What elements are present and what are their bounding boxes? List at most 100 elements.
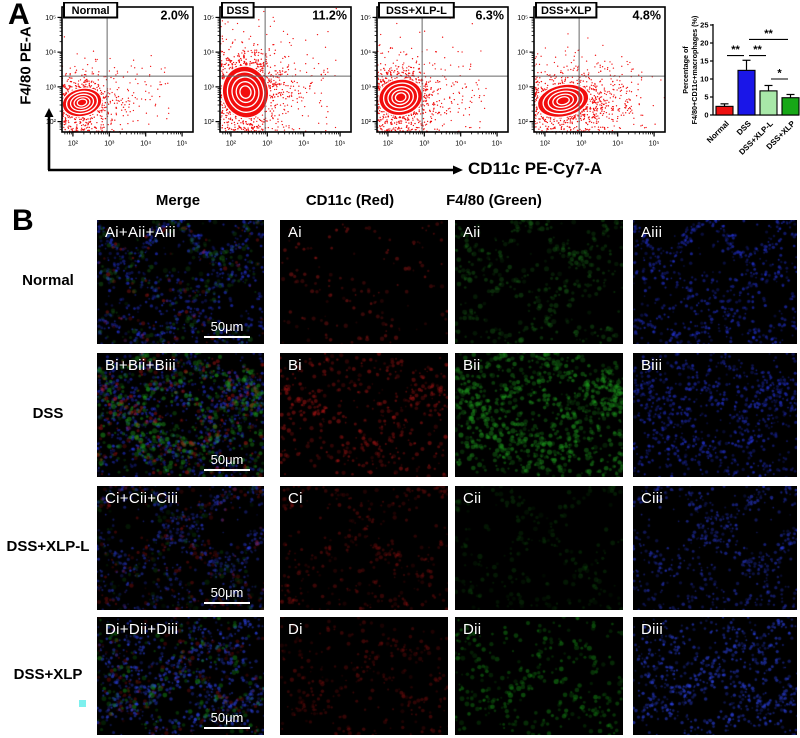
y-tick-label: 10³ xyxy=(46,84,57,91)
micro-image-Ci xyxy=(280,486,448,610)
bar-ylabel-line: Percentage of xyxy=(681,46,690,94)
bar-category-label: Normal xyxy=(705,119,731,145)
y-tick-label: 10⁵ xyxy=(517,15,528,22)
flow-x-axis-label: CD11c PE-Cy7-A xyxy=(468,159,603,178)
y-tick-label: 10⁵ xyxy=(360,15,371,22)
micro-image-Ai xyxy=(280,220,448,344)
micro-cell-Normal-cd11c: Ai xyxy=(280,220,448,344)
flow-plot-normal: 10² 10² 10³ 10³ 10⁴ 10⁴ 10⁵ 10⁵ Normal 2.0% xyxy=(45,2,194,148)
micro-tag-Aiii: Aiii xyxy=(641,224,663,241)
micro-image-Dii xyxy=(455,617,623,735)
bar-ytick-label: 0 xyxy=(704,111,708,120)
flow-plot-dss-xlp: 10² 10² 10³ 10³ 10⁴ 10⁴ 10⁵ 10⁵ DSS+XLP 4.8% xyxy=(517,2,666,148)
x-tick-label: 10⁴ xyxy=(612,141,623,148)
bar-DSS xyxy=(737,69,756,116)
x-tick-label: 10⁵ xyxy=(492,141,503,148)
scatter-population xyxy=(62,36,170,132)
y-tick-label: 10⁵ xyxy=(203,15,214,22)
micro-tag-Di+Dii+Diii: Di+Dii+Diii xyxy=(105,621,179,638)
quadrant-percentage: 2.0% xyxy=(161,9,190,23)
significance-stars: ** xyxy=(731,44,740,56)
micro-cell-DSS-f480: Bii xyxy=(455,353,623,477)
x-tick-label: 10³ xyxy=(104,141,115,148)
y-tick-label: 10³ xyxy=(204,84,215,91)
x-tick-label: 10⁴ xyxy=(455,141,466,148)
micro-tag-Ciii: Ciii xyxy=(641,490,664,507)
micro-tag-Diii: Diii xyxy=(641,621,664,638)
scatter-population xyxy=(377,16,487,132)
y-tick-label: 10⁵ xyxy=(45,15,56,22)
micro-image-Biii xyxy=(633,353,797,477)
panel-a-label: A xyxy=(8,0,30,31)
micro-image-Aii xyxy=(455,220,623,344)
micro-image-Di xyxy=(280,617,448,735)
bar-DSS+XLP-L xyxy=(759,90,778,116)
micro-tag-Biii: Biii xyxy=(641,357,663,374)
micro-cell-DSS-dapi: Biii xyxy=(633,353,797,477)
scale-bar: 50μm xyxy=(204,319,250,338)
micro-cell-Normal-dapi: Aiii xyxy=(633,220,797,344)
micro-cell-DSS+XLP-L-dapi: Ciii xyxy=(633,486,797,610)
micro-image-Di+Dii+Diii xyxy=(97,617,264,735)
micro-cell-DSS+XLP-merge: Di+Dii+Diii 50μm xyxy=(97,617,264,735)
condition-box xyxy=(378,2,455,19)
quadrant-percentage: 4.8% xyxy=(633,9,662,23)
bar-ytick-label: 5 xyxy=(704,93,708,102)
significance-stars: ** xyxy=(764,28,773,40)
micro-tag-Ai: Ai xyxy=(288,224,302,241)
micro-image-Ciii xyxy=(633,486,797,610)
condition-label: DSS+XLP xyxy=(541,5,591,17)
flow-plot-dss-xlp-l: 10² 10² 10³ 10³ 10⁴ 10⁴ 10⁵ 10⁵ DSS+XLP-L 6.3% xyxy=(360,2,509,148)
x-tick-label: 10⁵ xyxy=(649,141,660,148)
y-tick-label: 10³ xyxy=(361,84,372,91)
micro-tag-Ci+Cii+Ciii: Ci+Cii+Ciii xyxy=(105,490,179,507)
x-tick-label: 10² xyxy=(540,141,551,148)
condition-box xyxy=(221,2,255,19)
right-arrow-icon xyxy=(453,165,463,175)
scale-bar-label: 50μm xyxy=(210,709,244,725)
micro-tag-Cii: Cii xyxy=(463,490,482,507)
x-tick-label: 10² xyxy=(383,141,394,148)
bar-ytick-label: 25 xyxy=(700,21,708,30)
row-label-DSS: DSS xyxy=(32,405,64,422)
condition-box xyxy=(535,2,598,19)
scale-bar: 50μm xyxy=(204,452,250,471)
bar-ytick-label: 15 xyxy=(700,57,708,66)
x-tick-label: 10² xyxy=(226,141,237,148)
flow-plot-dss: 10² 10² 10³ 10³ 10⁴ 10⁴ 10⁵ 10⁵ DSS 11.2% xyxy=(203,2,352,148)
row-label-DSS+XLP-L: DSS+XLP-L xyxy=(6,538,90,555)
x-tick-label: 10⁴ xyxy=(140,141,151,148)
micro-image-Aiii xyxy=(633,220,797,344)
column-header-f480: F4/80 (Green) xyxy=(446,192,542,209)
micro-tag-Bi+Bii+Biii: Bi+Bii+Biii xyxy=(105,357,176,374)
scale-bar-line xyxy=(204,727,250,729)
scale-bar-label: 50μm xyxy=(210,584,244,600)
micro-tag-Ci: Ci xyxy=(288,490,303,507)
x-tick-label: 10³ xyxy=(262,141,273,148)
micro-cell-Normal-merge: Ai+Aii+Aiii 50μm xyxy=(97,220,264,344)
micro-image-Cii xyxy=(455,486,623,610)
y-tick-label: 10² xyxy=(518,119,529,126)
micro-tag-Bi: Bi xyxy=(288,357,302,374)
up-arrow-icon xyxy=(44,108,54,117)
micro-image-Diii xyxy=(633,617,797,735)
x-tick-label: 10³ xyxy=(576,141,587,148)
row-label-Normal: Normal xyxy=(22,272,74,289)
micro-image-Bi+Bii+Biii xyxy=(97,353,264,477)
quadrant-percentage: 6.3% xyxy=(476,9,505,23)
significance-stars: * xyxy=(777,68,782,80)
column-header-merge: Merge xyxy=(155,192,201,209)
flow-axis-arrows xyxy=(44,108,463,175)
cyan-artifact-dot xyxy=(79,700,86,707)
micro-tag-Dii: Dii xyxy=(463,621,482,638)
condition-label: DSS+XLP-L xyxy=(386,5,447,17)
micro-cell-Normal-f480: Aii xyxy=(455,220,623,344)
micro-tag-Ai+Aii+Aiii: Ai+Aii+Aiii xyxy=(105,224,176,241)
y-tick-label: 10⁴ xyxy=(517,50,528,57)
y-tick-label: 10⁴ xyxy=(203,50,214,57)
scale-bar: 50μm xyxy=(204,584,250,604)
condition-box xyxy=(63,2,119,19)
x-tick-label: 10⁵ xyxy=(335,141,346,148)
scale-bar-line xyxy=(204,602,250,604)
y-tick-label: 10² xyxy=(46,119,57,126)
